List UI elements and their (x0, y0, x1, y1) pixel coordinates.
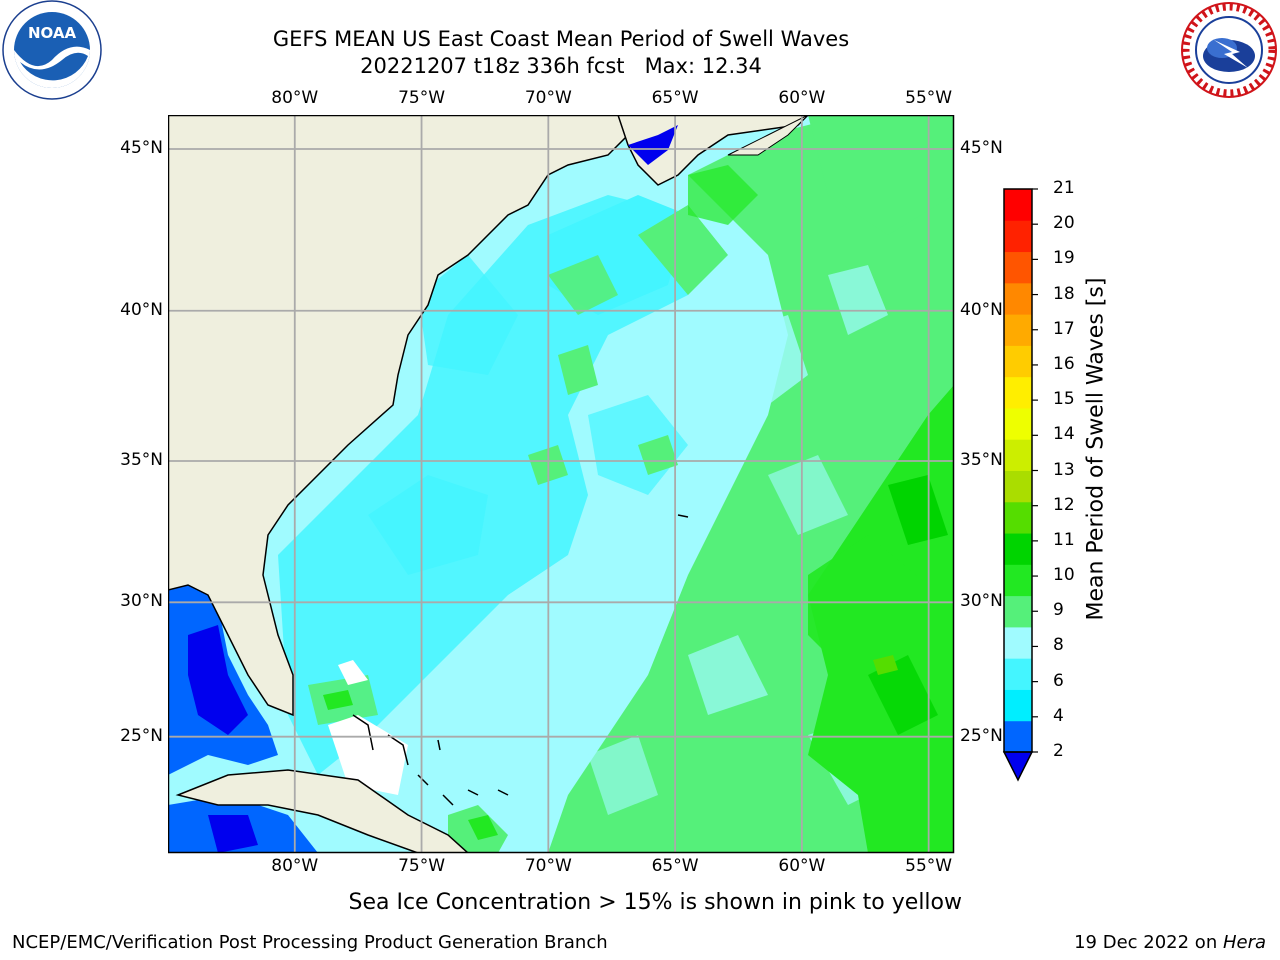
cuba-land (175, 769, 470, 853)
colorbar-tick-label: 17 (1053, 318, 1075, 339)
colorbar-segment (1004, 564, 1032, 597)
lat-label-left: 35°N (120, 449, 163, 470)
colorbar-segment (1004, 626, 1032, 659)
lat-label-right: 30°N (960, 591, 1003, 612)
colorbar-segment (1004, 376, 1032, 409)
footer-credit: NCEP/EMC/Verification Post Processing Pr… (12, 932, 608, 953)
lat-label-right: 40°N (960, 299, 1003, 320)
graticule (168, 115, 954, 853)
colorbar-tick-label: 18 (1053, 283, 1075, 304)
colorbar-segment (1004, 251, 1032, 284)
lon-label-top: 70°W (524, 88, 572, 108)
nws-logo (1181, 2, 1277, 98)
lat-label-right: 25°N (960, 725, 1003, 746)
colorbar-segment (1004, 345, 1032, 378)
footer-host: Hera (1222, 932, 1266, 953)
chart-title: GEFS MEAN US East Coast Mean Period of S… (272, 27, 850, 51)
colorbar-segment (1004, 720, 1032, 753)
lon-label-top: 80°W (271, 88, 319, 108)
colorbar-segment (1004, 189, 1032, 221)
colorbar-tick-label: 8 (1053, 635, 1064, 656)
colorbar-segment (1004, 439, 1032, 471)
colorbar-tick-label: 12 (1053, 494, 1075, 515)
lon-label-bottom: 75°W (398, 856, 446, 876)
lat-label-left: 45°N (120, 137, 163, 158)
colorbar-tick-label: 10 (1053, 565, 1075, 586)
lon-label-bottom: 70°W (524, 856, 572, 876)
footer-date: 19 Dec 2022 on Hera (1074, 932, 1266, 953)
noaa-logo: NOAA (2, 0, 102, 100)
colorbar-tick-label: 16 (1053, 353, 1075, 374)
sea-ice-caption: Sea Ice Concentration > 15% is shown in … (348, 890, 962, 915)
colorbar-segment (1004, 595, 1032, 628)
colorbar-tick-label: 11 (1053, 529, 1075, 550)
colorbar-tick-label: 13 (1053, 459, 1075, 480)
colorbar-segment (1004, 658, 1032, 690)
colorbar-tick-label: 4 (1053, 705, 1064, 726)
colorbar-tick-label: 15 (1053, 389, 1075, 410)
colorbar-tick-label: 20 (1053, 213, 1075, 234)
colorbar-tick-label: 6 (1053, 670, 1064, 691)
colorbar-tick-label: 2 (1053, 741, 1064, 761)
lon-label-bottom: 80°W (271, 856, 319, 876)
colorbar-segment (1004, 314, 1032, 346)
colorbar-tick-label: 9 (1053, 600, 1064, 621)
swell-field-cyan (278, 195, 688, 775)
footer-date-text: 19 Dec 2022 on (1074, 932, 1223, 953)
us-land (168, 115, 639, 717)
lat-label-left: 40°N (120, 299, 163, 320)
colorbar-tick-label: 14 (1053, 424, 1075, 445)
lat-label-right: 45°N (960, 137, 1003, 158)
colorbar-segment (1004, 220, 1032, 253)
colorbar-segment (1004, 689, 1032, 722)
lon-label-bottom: 55°W (905, 856, 953, 876)
colorbar-segment (1004, 501, 1032, 534)
lon-label-top: 65°W (651, 88, 699, 108)
colorbar (1002, 188, 1038, 782)
lon-label-bottom: 65°W (651, 856, 699, 876)
lat-label-left: 30°N (120, 591, 163, 612)
svg-text:NOAA: NOAA (28, 24, 77, 42)
colorbar-extend-arrow (1002, 751, 1034, 782)
colorbar-segment (1004, 470, 1032, 503)
lat-label-left: 25°N (120, 725, 163, 746)
colorbar-segment (1004, 282, 1032, 315)
lon-label-top: 60°W (778, 88, 826, 108)
colorbar-segment (1004, 533, 1032, 565)
map-panel (168, 115, 955, 854)
lat-label-right: 35°N (960, 449, 1003, 470)
lon-label-top: 55°W (905, 88, 953, 108)
colorbar-segment (1004, 407, 1032, 440)
chart-subtitle: 20221207 t18z 336h fcst Max: 12.34 (360, 54, 762, 78)
lon-label-top: 75°W (398, 88, 446, 108)
colorbar-tick-label: 19 (1053, 248, 1075, 269)
colorbar-tick-label: 21 (1053, 178, 1075, 198)
colorbar-label: Mean Period of Swell Waves [s] (1083, 277, 1109, 621)
lon-label-bottom: 60°W (778, 856, 826, 876)
